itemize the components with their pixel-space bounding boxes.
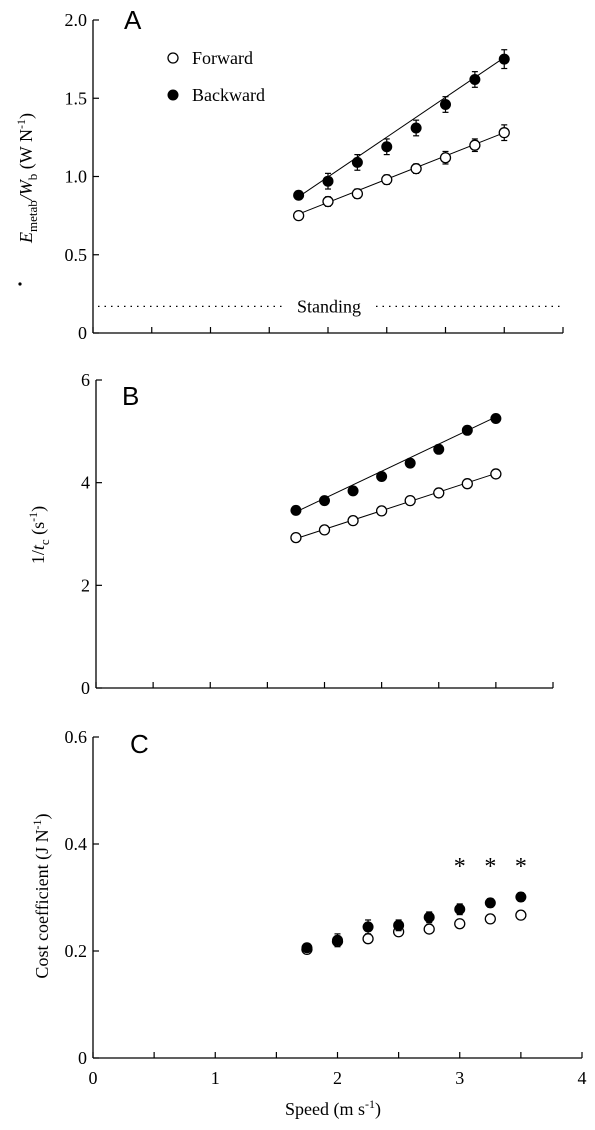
x-tick-label: 0 — [89, 1068, 98, 1088]
legend-marker-forward — [167, 52, 179, 64]
y-axis-label-a: Emetab/Wb (W N-1) — [14, 113, 40, 244]
x-tick-label: 3 — [455, 1068, 464, 1088]
data-point-backward — [433, 443, 445, 455]
data-point-backward — [404, 457, 416, 469]
e-dot — [18, 282, 22, 286]
y-axis-label-b: 1/tc (s-1) — [26, 506, 52, 564]
y-tick-label-b: 6 — [81, 370, 90, 390]
data-point-backward — [484, 897, 496, 909]
y-tick-label-b: 2 — [81, 575, 90, 595]
data-point-forward — [381, 173, 393, 186]
data-point-forward — [290, 531, 302, 544]
y-tick-label-a: 0 — [78, 323, 87, 343]
data-point-backward — [461, 424, 473, 436]
data-point-forward — [515, 909, 527, 921]
significance-asterisk: * — [484, 854, 496, 880]
data-point-forward — [433, 487, 445, 499]
y-tick-label-c: 0 — [78, 1048, 87, 1068]
x-tick-label: 1 — [211, 1068, 220, 1088]
y-tick-label-a: 2.0 — [65, 10, 88, 30]
legend-label-backward: Backward — [192, 85, 265, 105]
data-point-backward — [381, 141, 393, 153]
data-point-forward — [469, 139, 481, 151]
y-tick-label-c: 0.2 — [65, 941, 88, 961]
data-point-forward — [461, 478, 473, 490]
y-tick-label-b: 4 — [81, 473, 90, 493]
data-point-backward — [301, 942, 313, 954]
panel-letter-a: A — [124, 5, 142, 35]
data-point-forward — [454, 918, 466, 930]
y-tick-label-a: 1.5 — [65, 88, 88, 108]
data-point-forward — [439, 152, 452, 164]
data-point-backward — [423, 911, 435, 923]
x-tick-label: 4 — [578, 1068, 587, 1088]
data-point-backward — [490, 413, 502, 424]
data-point-backward — [347, 485, 359, 497]
data-point-forward — [322, 195, 334, 208]
data-point-backward — [351, 156, 363, 168]
x-axis-label: Speed (m s-1) — [285, 1097, 381, 1120]
data-point-backward — [454, 903, 466, 915]
data-point-backward — [293, 189, 305, 201]
y-tick-label-c: 0.6 — [65, 727, 88, 747]
data-point-forward — [490, 468, 502, 480]
y-tick-label-b: 0 — [81, 678, 90, 698]
legend-label-forward: Forward — [192, 48, 253, 68]
data-point-forward — [423, 923, 435, 935]
standing-label: Standing — [297, 296, 361, 316]
legend-marker-backward — [167, 89, 179, 101]
significance-asterisk: * — [515, 854, 527, 880]
data-point-forward — [351, 188, 364, 200]
data-point-forward — [318, 524, 331, 536]
significance-asterisk: * — [454, 854, 466, 880]
data-point-backward — [290, 504, 302, 516]
y-tick-label-a: 1.0 — [65, 167, 88, 187]
panel-a: A Emetab/Wb (W N-1) 0 0.5 1.0 1.5 2.0 Standin… — [14, 5, 564, 343]
data-point-backward — [393, 919, 405, 931]
panel-letter-c: C — [130, 729, 149, 759]
data-point-forward — [498, 127, 510, 139]
data-point-forward — [347, 515, 359, 527]
data-point-forward — [410, 163, 422, 175]
data-point-backward — [376, 471, 388, 483]
data-point-forward — [375, 505, 388, 517]
panel-letter-b: B — [122, 381, 139, 411]
legend: Forward Backward — [167, 48, 265, 105]
data-point-forward — [484, 913, 496, 925]
data-point-forward — [362, 933, 374, 945]
data-point-backward — [469, 73, 481, 85]
y-tick-label-a: 0.5 — [65, 245, 88, 265]
y-axis-label-c: Cost coefficient (J N-1) — [30, 813, 53, 978]
data-point-forward — [292, 209, 305, 222]
panel-c: C Cost coefficient (J N-1) Speed (m s-1)… — [30, 727, 587, 1120]
data-point-backward — [319, 495, 330, 507]
y-tick-label-c: 0.4 — [65, 834, 88, 854]
data-point-backward — [440, 99, 451, 111]
panel-b: B 1/tc (s-1) 0 2 4 6 — [26, 370, 554, 698]
data-point-backward — [498, 53, 510, 65]
data-point-backward — [410, 122, 422, 134]
data-point-backward — [515, 891, 527, 903]
x-tick-label: 2 — [333, 1068, 342, 1088]
data-point-backward — [332, 934, 343, 946]
data-point-backward — [322, 175, 334, 187]
data-point-forward — [404, 494, 416, 507]
data-point-backward — [362, 921, 374, 933]
